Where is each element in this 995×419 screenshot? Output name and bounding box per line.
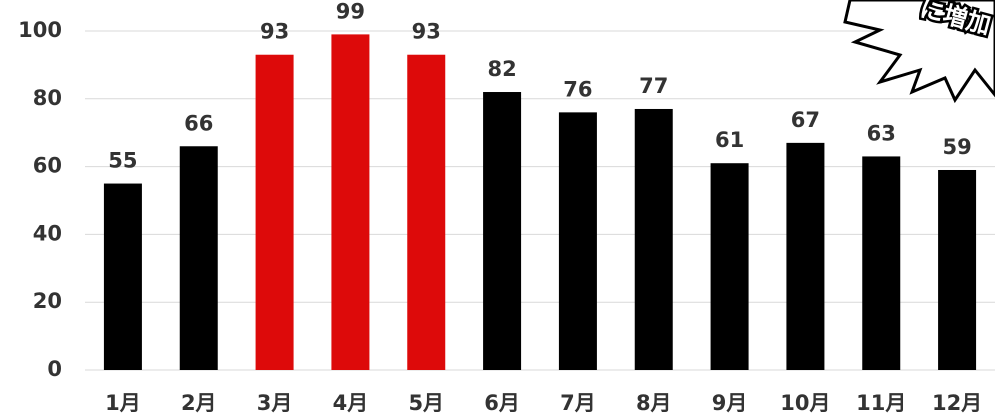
data-label: 93 xyxy=(260,20,289,44)
x-tick-label: 9月 xyxy=(712,391,748,415)
bar xyxy=(255,54,294,370)
bar xyxy=(407,54,446,370)
y-tick-label: 20 xyxy=(33,289,62,313)
bar xyxy=(634,108,673,370)
x-tick-label: 5月 xyxy=(408,391,444,415)
data-label: 76 xyxy=(563,77,592,101)
data-label: 93 xyxy=(412,20,441,44)
bar xyxy=(938,169,977,370)
data-label: 67 xyxy=(791,108,820,132)
y-tick-label: 40 xyxy=(33,221,62,245)
x-tick-label: 6月 xyxy=(484,391,520,415)
x-tick-label: 1月 xyxy=(105,391,141,415)
x-tick-label: 2月 xyxy=(181,391,217,415)
y-tick-label: 0 xyxy=(47,357,62,381)
x-tick-label: 8月 xyxy=(636,391,672,415)
data-label: 66 xyxy=(184,111,213,135)
data-label: 63 xyxy=(867,121,896,145)
bar xyxy=(710,163,749,370)
y-tick-label: 60 xyxy=(33,154,62,178)
bar xyxy=(103,183,142,370)
y-tick-label: 100 xyxy=(18,18,62,42)
data-label: 82 xyxy=(487,57,516,81)
bar xyxy=(558,112,597,371)
burst-shape xyxy=(843,0,995,104)
y-tick-label: 80 xyxy=(33,86,62,110)
x-tick-label: 3月 xyxy=(257,391,293,415)
x-tick-label: 10月 xyxy=(780,391,830,415)
x-tick-label: 12月 xyxy=(932,391,982,415)
bar xyxy=(862,156,901,370)
data-label: 99 xyxy=(336,0,365,23)
data-label: 55 xyxy=(108,149,137,173)
x-tick-label: 11月 xyxy=(856,391,906,415)
data-label: 61 xyxy=(715,128,744,152)
data-label: 77 xyxy=(639,74,668,98)
data-label: 59 xyxy=(942,135,971,159)
x-tick-label: 4月 xyxy=(333,391,369,415)
bar xyxy=(331,34,370,370)
bar xyxy=(483,92,522,371)
bar xyxy=(179,146,218,370)
burst-callout: に増加 xyxy=(843,0,995,104)
x-tick-label: 7月 xyxy=(560,391,596,415)
bar xyxy=(786,142,825,370)
